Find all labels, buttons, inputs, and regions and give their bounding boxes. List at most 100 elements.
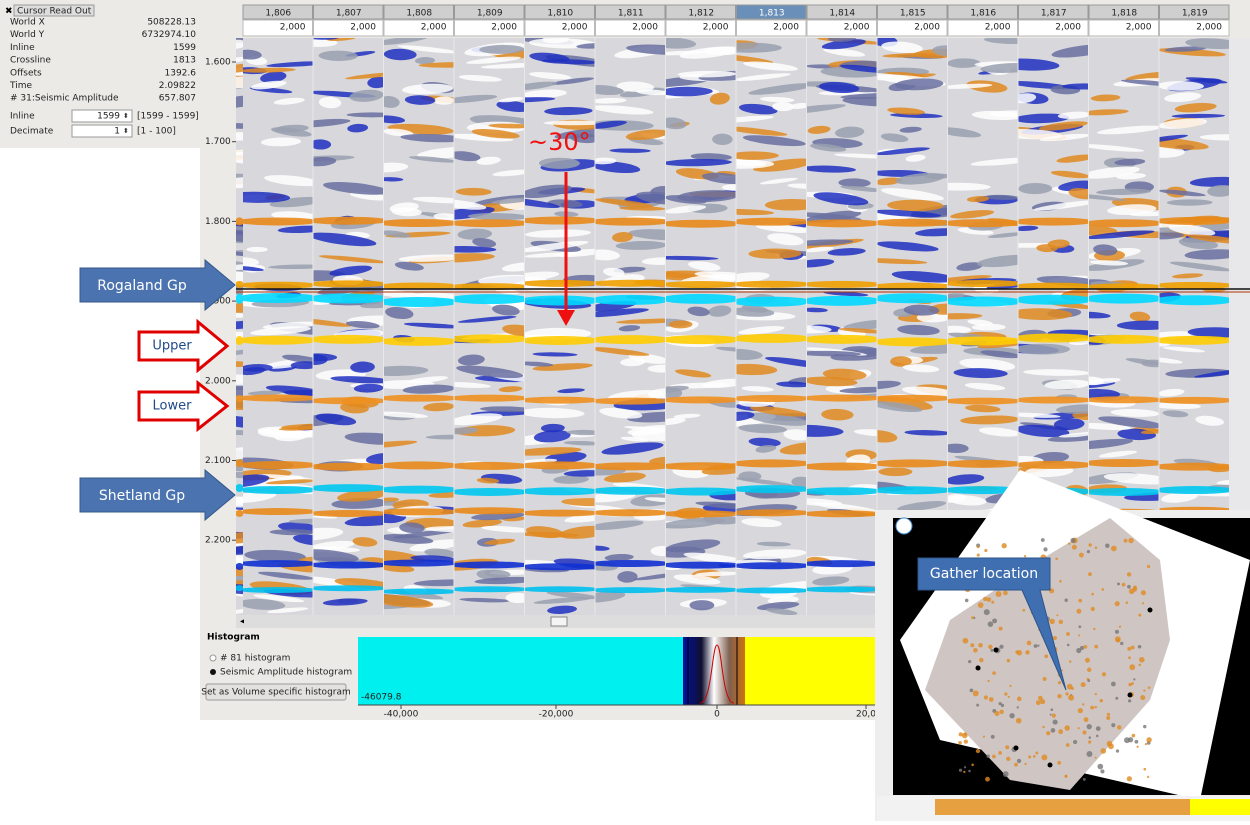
- reflection: [576, 42, 595, 49]
- column-header[interactable]: [806, 4, 877, 20]
- reflection: [525, 240, 589, 252]
- column-header[interactable]: [665, 4, 736, 20]
- reflection: [747, 412, 806, 426]
- radio-label[interactable]: Seismic Amplitude histogram: [220, 668, 352, 678]
- column-header[interactable]: [947, 4, 1018, 20]
- reflection: [525, 407, 585, 419]
- column-header[interactable]: [313, 4, 384, 20]
- offset-header: [736, 19, 807, 37]
- reflection: [457, 354, 485, 366]
- horizon: [243, 508, 313, 516]
- reflection: [566, 429, 595, 436]
- speckle: [1138, 613, 1142, 617]
- horizon: [525, 487, 595, 496]
- column-header[interactable]: [242, 4, 313, 20]
- speckle: [1065, 743, 1070, 747]
- readout-value: 1392.6: [165, 68, 197, 78]
- reflection: [620, 436, 649, 442]
- reflection: [413, 579, 454, 587]
- reflection: [636, 89, 665, 96]
- reflection: [1140, 429, 1159, 435]
- speckle: [1042, 676, 1047, 681]
- reflection: [897, 324, 940, 336]
- close-icon[interactable]: ✖: [5, 7, 13, 17]
- reflection: [839, 328, 877, 334]
- reflection: [877, 430, 898, 443]
- column-header[interactable]: [877, 4, 948, 20]
- column-header[interactable]: [1018, 4, 1089, 20]
- reflection: [481, 525, 524, 533]
- speckle: [1078, 598, 1083, 603]
- annotation: ~30°: [528, 128, 591, 156]
- speckle: [1066, 632, 1070, 636]
- reflection: [425, 526, 454, 533]
- button-label[interactable]: Set as Volume specific histogram: [201, 688, 351, 698]
- reflection: [959, 358, 1016, 371]
- speckle: [1146, 775, 1150, 779]
- reflection: [454, 94, 498, 104]
- readout-value: 6732974.10: [142, 30, 197, 40]
- reflection: [243, 367, 266, 376]
- horizon: [384, 394, 454, 402]
- dip-arrow-head: [557, 310, 575, 326]
- reflection: [677, 70, 736, 78]
- gather: [454, 38, 524, 615]
- button[interactable]: [205, 683, 347, 701]
- speckle: [982, 735, 986, 738]
- reflection: [953, 368, 1008, 379]
- column-header[interactable]: [595, 4, 666, 20]
- horizon: [807, 462, 877, 471]
- inset-survey: [925, 518, 1170, 790]
- callout: [917, 557, 1067, 691]
- reflection: [877, 209, 942, 218]
- spinbox[interactable]: [71, 109, 133, 123]
- horizon: [454, 487, 524, 496]
- speckle: [994, 711, 1000, 717]
- reflection: [791, 476, 806, 488]
- column-header[interactable]: [383, 4, 454, 20]
- reflection: [666, 205, 707, 214]
- speckle: [1116, 638, 1120, 643]
- reflection: [807, 239, 854, 246]
- reflection: [840, 64, 877, 73]
- column-header[interactable]: [454, 4, 525, 20]
- reflection: [666, 417, 686, 426]
- radio[interactable]: [210, 669, 216, 675]
- reflection: [472, 238, 497, 248]
- column-header[interactable]: [524, 4, 595, 20]
- readout-tab[interactable]: [13, 4, 95, 17]
- spinbox-value[interactable]: 1: [114, 127, 120, 137]
- reflection: [236, 151, 243, 164]
- offset-label: 2,000: [280, 23, 306, 33]
- reflection: [476, 156, 501, 165]
- horizon: [454, 561, 524, 569]
- speckle: [1086, 549, 1091, 554]
- reflection: [1187, 327, 1229, 338]
- radio-label[interactable]: # 81 histogram: [220, 654, 290, 664]
- reflection: [484, 538, 516, 545]
- reflection: [1089, 166, 1140, 179]
- speckle: [1137, 644, 1142, 649]
- spinbox-value[interactable]: 1599: [97, 112, 120, 122]
- speckle: [1131, 682, 1134, 685]
- column-header[interactable]: [1088, 4, 1159, 20]
- reflection: [323, 181, 383, 195]
- column-header[interactable]: [1159, 4, 1230, 20]
- reflection: [1018, 93, 1037, 104]
- spinbox[interactable]: [71, 124, 133, 138]
- horizon: [236, 293, 243, 304]
- column-header[interactable]: [736, 4, 807, 20]
- radio[interactable]: [209, 654, 217, 662]
- scroll-thumb[interactable]: [550, 616, 568, 627]
- speckle: [1077, 707, 1084, 714]
- horizon: [313, 334, 383, 344]
- crossline-label: 1,812: [688, 9, 714, 19]
- compass[interactable]: [895, 517, 913, 535]
- reflection: [1089, 230, 1155, 239]
- scroll-left[interactable]: ◂: [240, 617, 244, 626]
- horizon: [1089, 487, 1159, 496]
- reflection: [853, 429, 877, 437]
- reflection: [712, 133, 733, 146]
- speckle: [1086, 677, 1090, 681]
- reflection: [677, 190, 736, 203]
